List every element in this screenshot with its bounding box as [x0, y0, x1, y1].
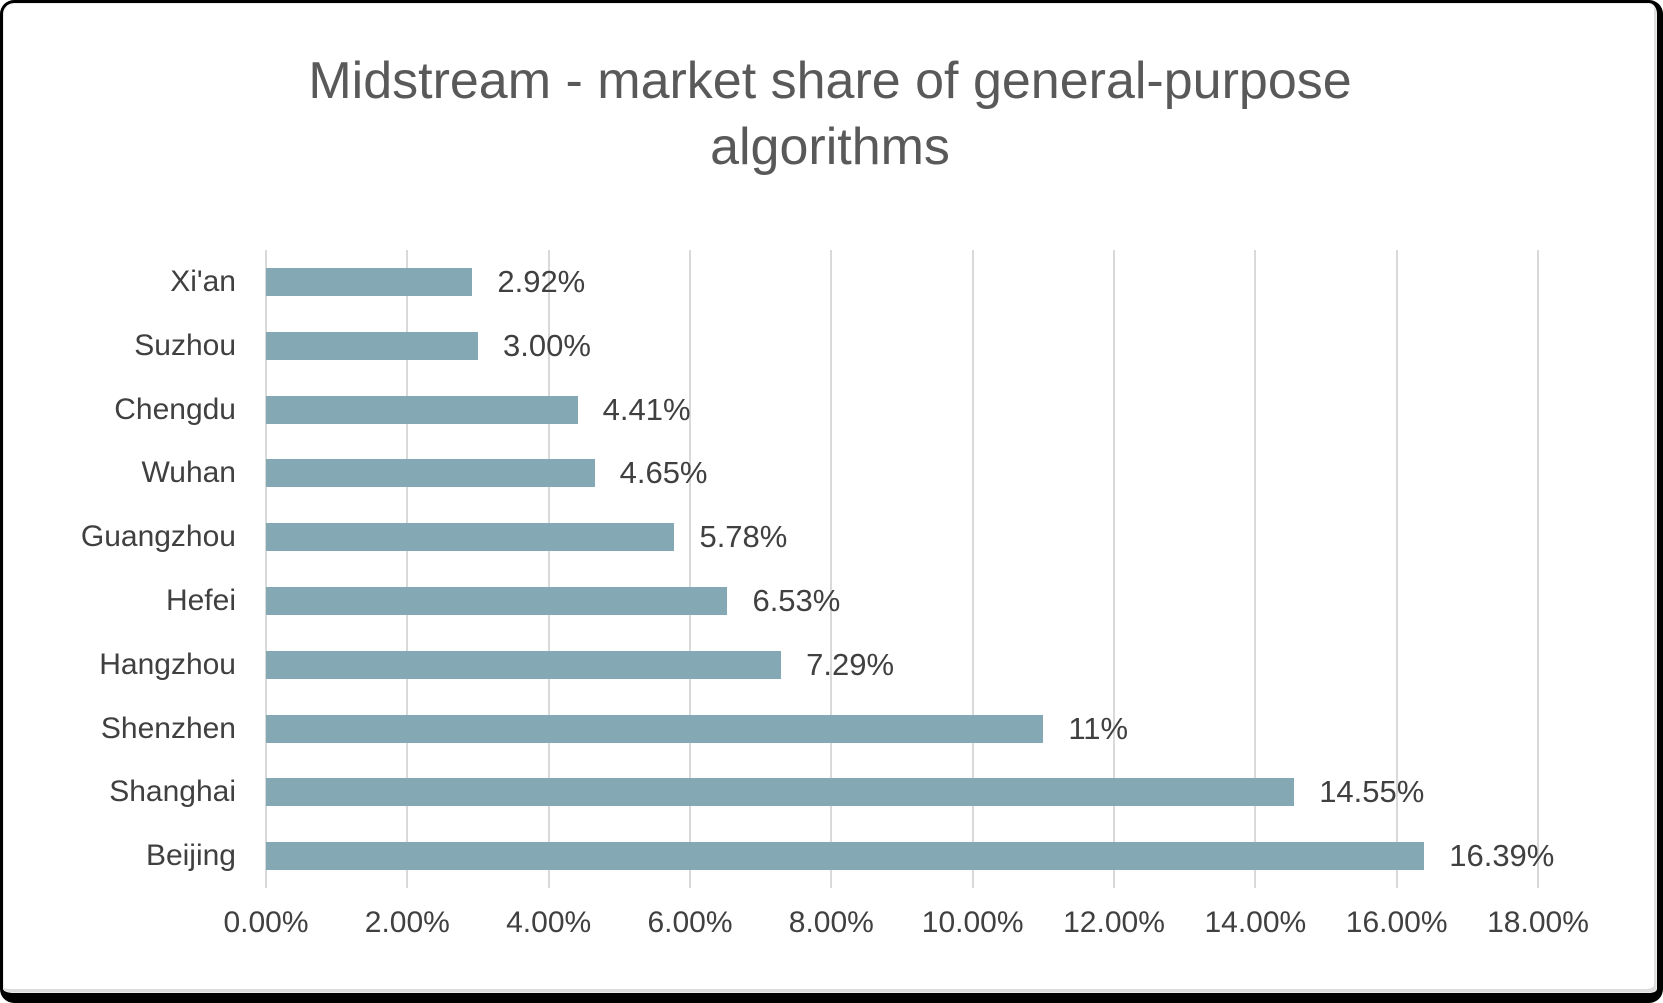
- bar-track: 7.29%: [266, 633, 1538, 697]
- category-label: Shanghai: [109, 775, 236, 809]
- bar-track: 4.65%: [266, 441, 1538, 505]
- bar-track: 14.55%: [266, 760, 1538, 824]
- gridline: [265, 250, 267, 889]
- bar-track: 6.53%: [266, 569, 1538, 633]
- data-label: 16.39%: [1449, 838, 1555, 874]
- x-axis: 0.00% 2.00% 4.00% 6.00% 8.00% 10.00% 12.00% 14.…: [223, 906, 1588, 958]
- category-label: Beijing: [145, 839, 236, 873]
- gridline: [1254, 250, 1257, 889]
- gridlines: [265, 250, 1539, 889]
- bar-row: Hangzhou 7.29%: [3, 633, 1657, 697]
- bar-track: 11%: [266, 697, 1538, 761]
- x-axis-tick-label: 8.00%: [788, 906, 874, 940]
- data-label: 2.92%: [497, 263, 586, 299]
- bar: [266, 331, 478, 360]
- data-label: 14.55%: [1319, 774, 1425, 810]
- x-axis-tick-label: 0.00%: [223, 906, 309, 940]
- bar-track: 4.41%: [266, 378, 1538, 442]
- gridline: [830, 250, 833, 889]
- x-axis-tick-label: 16.00%: [1345, 906, 1448, 940]
- x-axis-tick-label: 14.00%: [1204, 906, 1307, 940]
- bar-row: Beijing 16.39%: [3, 824, 1657, 888]
- category-label: Chengdu: [114, 392, 236, 426]
- bar-row: Shenzhen 11%: [3, 697, 1657, 761]
- data-label: 7.29%: [806, 646, 895, 682]
- gridline: [1537, 250, 1539, 889]
- bar-row: Xi'an 2.92%: [3, 250, 1657, 314]
- category-label: Shenzhen: [100, 711, 236, 745]
- x-axis-tick-label: 10.00%: [921, 906, 1024, 940]
- category-label: Wuhan: [141, 456, 236, 490]
- plot-area: Xi'an 2.92% Suzhou 3.00% Chengdu 4.41% Wuhan 4.…: [3, 250, 1657, 889]
- category-label: Xi'an: [170, 264, 236, 298]
- data-label: 11%: [1068, 710, 1129, 746]
- bar-track: 3.00%: [266, 314, 1538, 378]
- gridline: [1395, 250, 1398, 889]
- category-label: Hefei: [165, 583, 236, 617]
- bar: [266, 267, 473, 296]
- category-label: Suzhou: [134, 328, 236, 362]
- x-axis-tick-label: 12.00%: [1063, 906, 1165, 940]
- gridline: [689, 250, 691, 889]
- data-label: 6.53%: [752, 582, 841, 618]
- bar: [266, 459, 595, 488]
- bar: [266, 523, 675, 552]
- bar-track: 2.92%: [266, 250, 1538, 314]
- gridline: [547, 250, 550, 889]
- bar-row: Shanghai 14.55%: [3, 760, 1657, 824]
- gridline: [406, 250, 409, 889]
- data-label: 3.00%: [502, 327, 591, 363]
- bar-row: Hefei 6.53%: [3, 569, 1657, 633]
- bar: [266, 778, 1295, 807]
- bar: [266, 714, 1044, 743]
- data-label: 4.41%: [602, 391, 691, 427]
- bar-row: Chengdu 4.41%: [3, 378, 1657, 442]
- bar-rows: Xi'an 2.92% Suzhou 3.00% Chengdu 4.41% Wuhan 4.…: [3, 250, 1657, 888]
- data-label: 4.65%: [619, 455, 708, 491]
- bar-track: 16.39%: [266, 824, 1554, 888]
- x-axis-tick-label: 6.00%: [647, 906, 733, 940]
- gridline: [971, 250, 974, 889]
- chart-title: Midstream - market share of general-purp…: [308, 52, 1352, 176]
- x-axis-tick-label: 2.00%: [364, 906, 450, 940]
- category-label: Hangzhou: [99, 647, 236, 681]
- data-label: 5.78%: [699, 519, 788, 555]
- x-axis-tick-label: 18.00%: [1487, 906, 1589, 940]
- bar: [266, 650, 782, 679]
- bar: [266, 586, 728, 615]
- bar: [266, 842, 1425, 871]
- bar-row: Guangzhou 5.78%: [3, 505, 1657, 569]
- category-label: Guangzhou: [80, 520, 236, 554]
- bar: [266, 395, 578, 424]
- gridline: [1113, 250, 1115, 889]
- bar-row: Wuhan 4.65%: [3, 441, 1657, 505]
- x-axis-tick-label: 4.00%: [506, 906, 592, 940]
- bar-row: Suzhou 3.00%: [3, 314, 1657, 378]
- bar-track: 5.78%: [266, 505, 1538, 569]
